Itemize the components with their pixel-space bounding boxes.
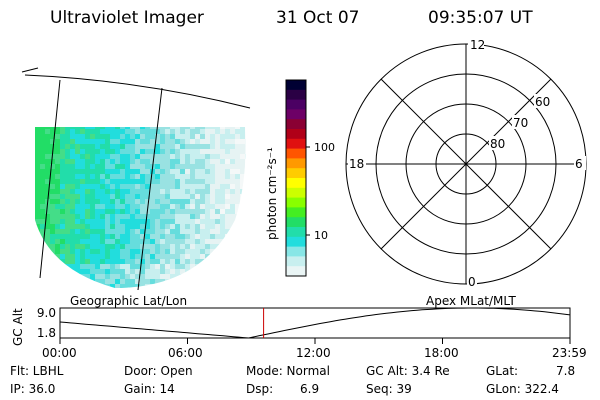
- mlt-label-18: 18: [349, 157, 364, 171]
- aurora-image: [35, 127, 246, 288]
- altitude-plot: 9.0 1.8 GC Alt: [11, 306, 571, 346]
- xtick-1800: 18:00: [424, 346, 459, 360]
- colorbar-swatch: [286, 227, 306, 238]
- colorbar-swatch: [286, 266, 306, 277]
- colorbar: 100 10 photon cm⁻²s⁻¹: [265, 79, 335, 277]
- colorbar-swatch: [286, 119, 306, 130]
- ip-info: IP: 36.0: [10, 382, 56, 396]
- altitude-xticks: [59, 338, 571, 344]
- glat-label: GLat:: [486, 364, 519, 378]
- colorbar-tick-10: 10: [314, 229, 328, 242]
- ytick-9: 9.0: [37, 306, 56, 320]
- polar-axis-diag-2: [380, 78, 552, 250]
- colorbar-swatch: [286, 236, 306, 248]
- colorbar-swatch: [286, 256, 306, 267]
- glat-value: 7.8: [556, 364, 576, 378]
- dsp-label: Dsp:: [246, 382, 274, 396]
- colorbar-swatch: [286, 178, 306, 189]
- altitude-plot-frame: [59, 307, 571, 339]
- latitude-line: [24, 74, 251, 109]
- altitude-ylabel: GC Alt: [11, 308, 25, 346]
- longitude-line-1: [39, 79, 61, 279]
- colorbar-swatch: [286, 207, 306, 218]
- gc-alt-info: GC Alt: 3.4 Re: [366, 364, 450, 378]
- date-label: 31 Oct 07: [276, 8, 360, 28]
- door-info: Door: Open: [124, 364, 193, 378]
- glon-info: GLon: 322.4: [486, 382, 559, 396]
- xtick-2359: 23:59: [552, 346, 587, 360]
- polar-plot: 12 18 6 0 60 70 80: [345, 36, 587, 289]
- colorbar-swatch: [286, 99, 306, 110]
- colorbar-swatch: [286, 129, 306, 140]
- geographic-image-panel: [21, 67, 251, 291]
- colorbar-swatch: [286, 168, 306, 179]
- colorbar-tick-100: 100: [314, 141, 335, 154]
- filter-info: Flt: LBHL: [10, 364, 64, 378]
- colorbar-swatch: [286, 148, 306, 159]
- altitude-curve: [59, 307, 571, 339]
- colorbar-swatch: [286, 89, 306, 101]
- mlat-label-70: 70: [513, 116, 528, 130]
- apex-label: Apex MLat/MLT: [426, 294, 516, 308]
- mlt-label-6: 6: [575, 157, 583, 171]
- colorbar-swatch: [286, 197, 306, 208]
- colorbar-swatch: [286, 109, 306, 120]
- ytick-1-8: 1.8: [37, 326, 56, 340]
- time-label: 09:35:07 UT: [428, 8, 533, 28]
- xtick-0600: 06:00: [168, 346, 203, 360]
- mlat-label-60: 60: [535, 95, 550, 109]
- mlt-label-12: 12: [470, 38, 485, 52]
- seq-info: Seq: 39: [366, 382, 412, 396]
- colorbar-frame: [285, 79, 307, 277]
- longitude-line-2: [137, 87, 163, 291]
- mode-info: Mode: Normal: [246, 364, 330, 378]
- dsp-value: 6.9: [300, 382, 320, 396]
- colorbar-swatch: [286, 80, 306, 91]
- mlat-label-80: 80: [490, 137, 505, 151]
- geographic-label: Geographic Lat/Lon: [70, 294, 188, 308]
- colorbar-swatch: [286, 138, 306, 150]
- colorbar-swatch: [286, 187, 306, 199]
- colorbar-swatch: [286, 217, 306, 228]
- xtick-0000: 00:00: [42, 346, 77, 360]
- colorbar-swatch: [286, 246, 306, 257]
- app-title: Ultraviolet Imager: [50, 8, 204, 28]
- colorbar-unit-label: photon cm⁻²s⁻¹: [265, 147, 279, 240]
- latitude-line-segment: [21, 67, 39, 73]
- colorbar-swatch: [286, 158, 306, 169]
- mlt-label-0: 0: [468, 275, 476, 289]
- xtick-1200: 12:00: [296, 346, 331, 360]
- colorbar-gradient: [286, 80, 306, 277]
- gain-info: Gain: 14: [124, 382, 175, 396]
